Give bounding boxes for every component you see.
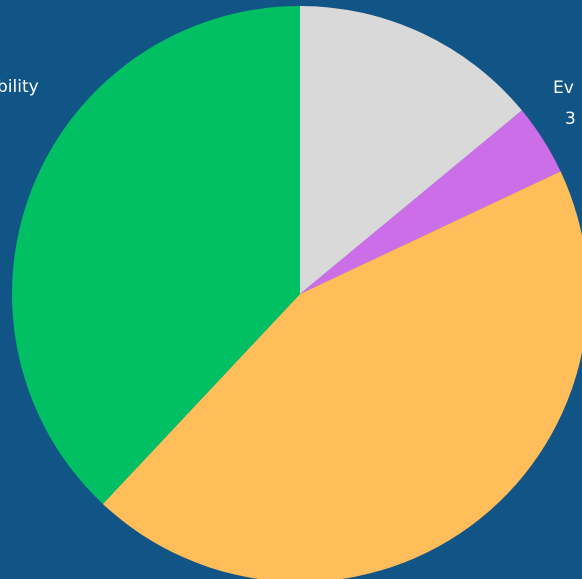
label-left: bility bbox=[0, 77, 39, 97]
pie-slice-1 bbox=[300, 6, 522, 294]
pie-slice-4 bbox=[12, 6, 300, 504]
label-right-top: Ev bbox=[553, 78, 574, 98]
pie-slice-3 bbox=[102, 171, 582, 579]
label-right-bottom: 3 bbox=[565, 109, 576, 129]
pie-slice-2 bbox=[300, 110, 561, 294]
